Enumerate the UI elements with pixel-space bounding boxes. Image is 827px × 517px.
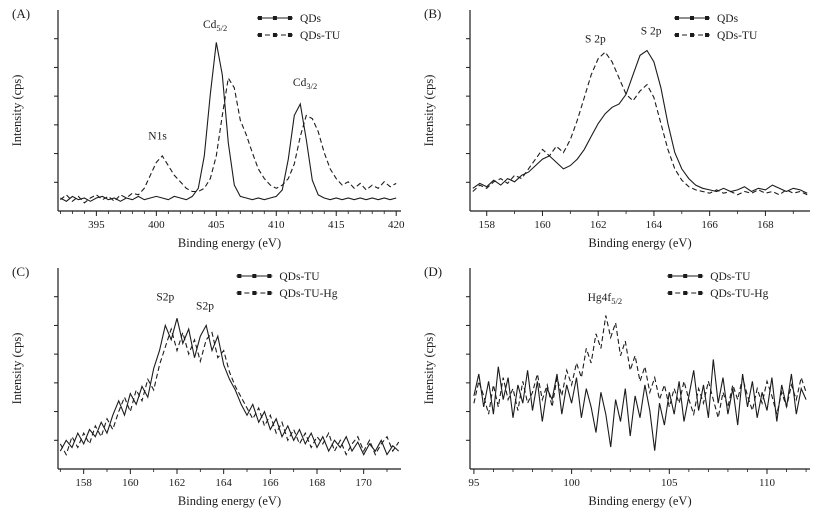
x-axis-label-C: Binding energy (eV) — [178, 494, 281, 508]
svg-text:164: 164 — [646, 219, 663, 231]
svg-text:168: 168 — [757, 219, 774, 231]
legend-label-QDs-TU: QDs-TU — [279, 271, 320, 283]
svg-text:160: 160 — [534, 219, 551, 231]
svg-text:164: 164 — [215, 477, 232, 489]
panel-letter-D: (D) — [424, 264, 442, 279]
svg-text:170: 170 — [355, 477, 372, 489]
svg-text:100: 100 — [563, 477, 580, 489]
svg-text:162: 162 — [169, 477, 186, 489]
panel-letter-A: (A) — [12, 6, 30, 21]
legend-label-QDs-TU: QDs-TU — [710, 271, 751, 283]
y-axis-label-C: Intensity (cps) — [10, 333, 24, 405]
svg-text:400: 400 — [148, 219, 165, 231]
svg-text:410: 410 — [268, 219, 285, 231]
svg-text:415: 415 — [328, 219, 345, 231]
svg-text:162: 162 — [590, 219, 607, 231]
legend-label-QDs: QDs — [717, 13, 739, 25]
spectrum-plot-D: 95 100 105 110 Binding energy (eV) Intensity … — [422, 264, 810, 508]
legend-label-QDs-TU: QDs-TU — [717, 30, 758, 42]
svg-text:105: 105 — [661, 477, 678, 489]
svg-text:168: 168 — [309, 477, 326, 489]
peak-label: S2p — [196, 300, 214, 312]
peak-label: S2p — [156, 291, 174, 303]
panel-letter-C: (C) — [12, 264, 29, 279]
legend-label-QDs: QDs — [300, 13, 322, 25]
series-QDs-TU-Hg — [473, 315, 807, 418]
peak-label: N1s — [148, 131, 167, 143]
spectrum-plot-B: 158 160 162 164 166 168 Binding energy (eV) Int… — [422, 6, 810, 250]
legend-label-QDs-TU-Hg: QDs-TU-Hg — [279, 288, 337, 300]
y-axis-label-A: Intensity (cps) — [10, 75, 24, 147]
spectrum-plot-A: 395 400 405 410 415 420 Binding energy (eV) Int… — [10, 6, 405, 250]
series-QDs-TU-Hg — [59, 327, 400, 456]
svg-text:110: 110 — [759, 477, 776, 489]
panel-C-s2p-hg-spectrum: 158 160 162 164 166 168 170 Binding energy (eV)… — [8, 260, 413, 513]
panel-letter-B: (B) — [424, 6, 441, 21]
series-QDs — [60, 42, 397, 202]
spectrum-plot-C: 158 160 162 164 166 168 170 Binding energy (eV)… — [10, 264, 401, 508]
peak-label: Cd3/2 — [293, 77, 317, 91]
panel-D-hg4f-spectrum: 95 100 105 110 Binding energy (eV) Intensity … — [420, 260, 822, 513]
svg-text:166: 166 — [701, 219, 718, 231]
y-axis-label-D: Intensity (cps) — [422, 333, 436, 405]
panel-B-s2p-spectrum: 158 160 162 164 166 168 Binding energy (eV) Int… — [420, 2, 822, 255]
svg-text:158: 158 — [478, 219, 495, 231]
series-QDs-TU — [59, 318, 400, 456]
svg-text:405: 405 — [208, 219, 225, 231]
svg-text:158: 158 — [75, 477, 92, 489]
x-axis-label-A: Binding energy (eV) — [178, 236, 281, 250]
peak-label: S 2p — [641, 25, 662, 37]
svg-text:420: 420 — [388, 219, 405, 231]
legend-label-QDs-TU-Hg: QDs-TU-Hg — [710, 288, 768, 300]
series-QDs-TU — [472, 51, 808, 196]
svg-text:95: 95 — [468, 477, 480, 489]
svg-text:395: 395 — [88, 219, 105, 231]
svg-text:160: 160 — [122, 477, 139, 489]
panel-A-cd3d-n1s-spectrum: 395 400 405 410 415 420 Binding energy (eV) Int… — [8, 2, 413, 255]
legend-label-QDs-TU: QDs-TU — [300, 30, 341, 42]
x-axis-label-B: Binding energy (eV) — [588, 236, 691, 250]
series-QDs — [472, 49, 808, 194]
peak-label: Cd5/2 — [203, 19, 227, 33]
svg-text:166: 166 — [262, 477, 279, 489]
y-axis-label-B: Intensity (cps) — [422, 75, 436, 147]
peak-label: S 2p — [585, 33, 606, 45]
series-QDs-TU — [60, 76, 397, 204]
peak-label: Hg4f5/2 — [588, 292, 623, 306]
series-QDs-TU — [473, 359, 807, 451]
x-axis-label-D: Binding energy (eV) — [588, 494, 691, 508]
